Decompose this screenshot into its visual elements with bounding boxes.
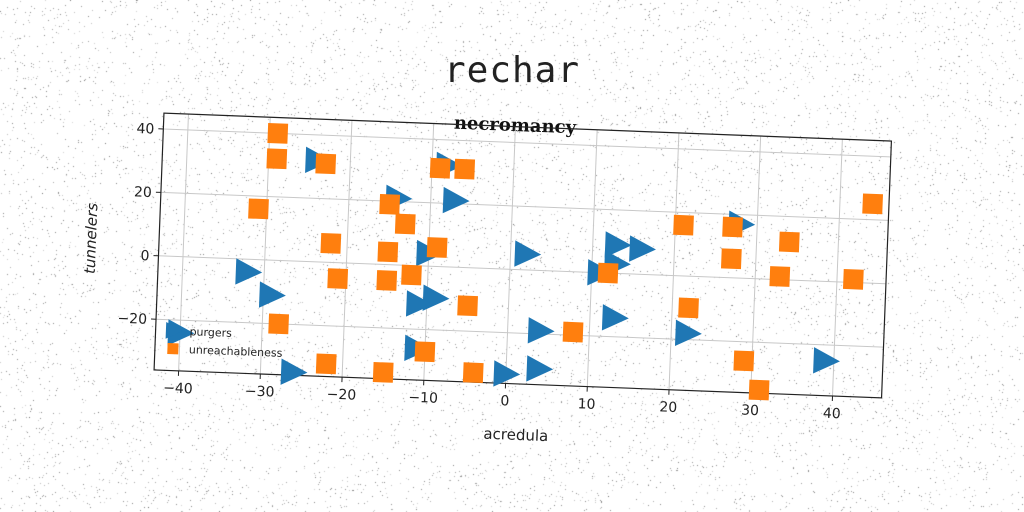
grid-line-x — [750, 136, 762, 393]
triangle-point — [629, 235, 656, 262]
x-tick-label: −10 — [408, 390, 438, 407]
square-point — [562, 321, 584, 343]
grid-line-x — [668, 132, 680, 390]
square-point — [315, 153, 337, 175]
square-point — [733, 350, 755, 372]
square-point — [267, 123, 289, 144]
y-tick-label: 20 — [134, 184, 152, 201]
square-point — [678, 297, 699, 319]
y-tick-label: 40 — [136, 121, 154, 138]
x-tick-label: −30 — [245, 383, 275, 400]
series-unreachableness — [248, 123, 884, 401]
legend: purgers unreachableness — [165, 321, 283, 360]
square-point — [454, 158, 476, 180]
y-tick-label: 0 — [140, 248, 150, 264]
x-tick-label: 10 — [577, 396, 595, 413]
square-point — [376, 270, 398, 291]
plot-frame — [153, 112, 893, 399]
data-points — [167, 123, 884, 401]
grid-line-x — [341, 120, 353, 378]
triangle-point — [258, 281, 286, 308]
square-point — [462, 362, 484, 384]
legend-label: purgers — [189, 325, 232, 340]
square-point — [401, 264, 422, 286]
triangle-point — [493, 360, 521, 387]
square-point — [748, 379, 770, 401]
x-tick-label: 0 — [500, 393, 510, 409]
x-tick-label: −40 — [163, 380, 193, 397]
x-tick-label: −20 — [326, 387, 356, 404]
legend-label: unreachableness — [189, 343, 283, 360]
y-tick-label: −20 — [117, 311, 147, 328]
triangle-point — [674, 319, 702, 347]
triangle-point — [442, 186, 470, 214]
triangle-point — [601, 304, 629, 331]
square-point — [862, 193, 884, 215]
square-point — [597, 262, 619, 284]
x-tick-label: 40 — [823, 406, 841, 423]
square-point — [315, 353, 337, 375]
x-tick-label: 30 — [741, 403, 759, 420]
square-point — [320, 233, 342, 254]
square-point — [377, 241, 399, 263]
triangle-point — [405, 290, 433, 317]
triangle-point — [527, 317, 555, 344]
series-purgers — [167, 146, 840, 387]
y-axis-label: tunnelers — [81, 202, 102, 274]
square-point — [429, 157, 451, 179]
grid-line-x — [505, 126, 516, 384]
square-point — [720, 248, 742, 270]
x-tick-label: 20 — [659, 399, 677, 416]
square-point — [457, 295, 478, 317]
square-point — [266, 148, 288, 170]
triangle-point — [526, 355, 554, 382]
triangle-point — [422, 284, 450, 311]
x-axis-label: acredula — [483, 425, 549, 445]
axis-ticks: −40 −30 −20 −10 0 10 20 30 40 −20 0 20 40 — [117, 121, 841, 423]
triangle-point — [813, 347, 840, 374]
square-point — [769, 266, 791, 287]
triangle-point — [604, 231, 632, 258]
triangle-point — [167, 319, 195, 346]
square-point — [722, 216, 743, 238]
grid-line-x — [832, 139, 843, 397]
legend-marker-unreachableness — [167, 342, 179, 355]
square-point — [327, 268, 349, 289]
square-point — [426, 237, 448, 258]
triangle-point — [280, 358, 308, 385]
square-point — [248, 198, 269, 220]
grid-line-y — [158, 255, 886, 285]
square-point — [268, 313, 290, 335]
square-point — [842, 268, 864, 290]
triangle-point — [514, 240, 542, 267]
triangle-point — [235, 258, 263, 285]
grid-line-y — [156, 318, 884, 348]
square-point — [414, 341, 436, 363]
square-point — [673, 214, 694, 236]
square-point — [778, 231, 800, 253]
legend-marker-purgers — [165, 321, 183, 339]
grid-line-x — [586, 129, 598, 387]
grid-line-y — [160, 191, 889, 221]
square-point — [372, 362, 394, 383]
square-point — [379, 193, 401, 215]
page-title: rechar — [443, 50, 581, 91]
square-point — [394, 213, 416, 235]
